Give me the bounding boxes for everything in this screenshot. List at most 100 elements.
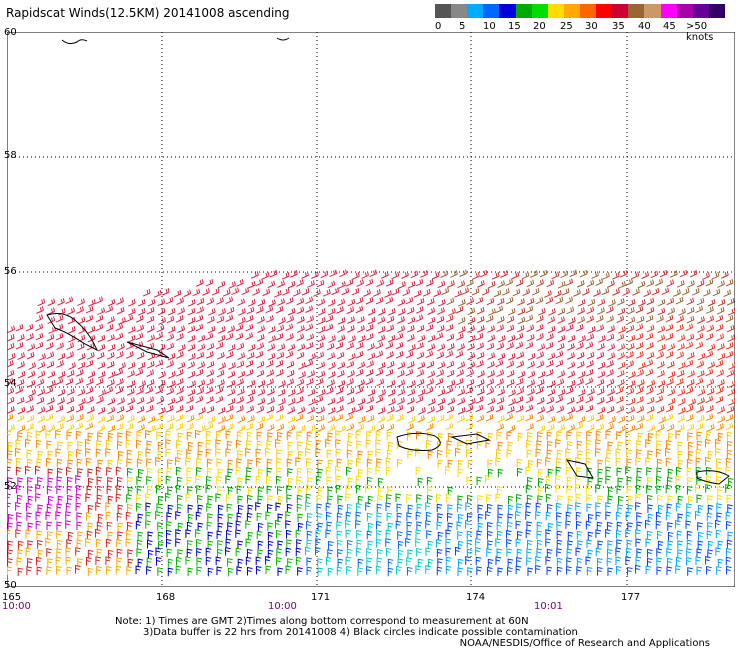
wind-barb <box>207 416 216 424</box>
wind-barb <box>286 529 292 539</box>
wind-barb <box>247 459 254 468</box>
wind-barb <box>625 278 633 286</box>
wind-barb <box>567 380 576 388</box>
wind-barb <box>35 493 41 502</box>
wind-barb <box>557 388 566 397</box>
wind-barb <box>77 298 85 306</box>
wind-barb <box>365 369 374 377</box>
wind-barb <box>347 432 354 442</box>
wind-barb <box>587 513 594 523</box>
wind-barb <box>427 316 436 325</box>
wind-barb <box>685 520 692 529</box>
wind-barb <box>256 306 264 314</box>
wind-barb <box>127 415 135 423</box>
wind-barb <box>177 549 183 558</box>
wind-barb <box>105 538 112 548</box>
wind-barb <box>315 377 324 386</box>
wind-barb <box>275 475 282 485</box>
wind-barb <box>36 566 43 576</box>
wind-barb <box>325 439 331 448</box>
wind-barb <box>575 422 584 431</box>
wind-barb <box>567 540 573 549</box>
wind-barb <box>207 513 213 522</box>
wind-barb <box>595 315 604 323</box>
wind-barb <box>27 370 36 379</box>
wind-barb <box>276 529 282 539</box>
wind-barb <box>472 272 480 280</box>
wind-barb <box>115 493 122 503</box>
wind-barb <box>297 486 304 496</box>
wind-barb <box>626 539 633 549</box>
wind-barb <box>495 359 504 368</box>
wind-barb <box>327 459 334 469</box>
wind-barb <box>706 315 715 324</box>
wind-barb <box>306 315 315 324</box>
wind-barb <box>537 486 544 496</box>
wind-barb <box>127 558 134 568</box>
wind-barb <box>617 415 626 424</box>
wind-barb <box>135 520 142 530</box>
wind-barb <box>156 324 165 333</box>
legend-swatch <box>660 4 677 18</box>
wind-barb <box>286 431 293 441</box>
wind-barb <box>168 371 176 379</box>
wind-barb <box>217 548 223 558</box>
wind-barb <box>77 468 83 477</box>
wind-barb <box>196 485 202 494</box>
wind-barb <box>577 540 583 549</box>
wind-barb <box>556 457 562 467</box>
wind-barb <box>107 477 113 486</box>
wind-barb <box>206 369 215 378</box>
wind-barb <box>676 378 684 386</box>
wind-barb <box>385 547 392 557</box>
wind-barb <box>385 368 394 377</box>
wind-barb <box>627 406 635 414</box>
wind-barb <box>117 440 123 450</box>
wind-barb <box>327 397 336 406</box>
wind-barb <box>75 493 82 503</box>
wind-barb <box>703 289 711 297</box>
wind-barb <box>35 465 41 475</box>
wind-barb <box>167 397 176 406</box>
wind-barb <box>635 538 642 547</box>
wind-barb <box>351 287 360 296</box>
wind-barb <box>505 413 514 421</box>
wind-barb <box>515 341 524 350</box>
wind-barb <box>376 279 385 288</box>
wind-barb <box>286 360 295 369</box>
wind-barb <box>327 432 334 441</box>
wind-barb <box>378 389 386 397</box>
wind-barb <box>717 379 725 387</box>
wind-barb <box>645 457 651 466</box>
wind-barb <box>268 335 276 343</box>
wind-barb <box>356 530 362 539</box>
wind-barb <box>582 288 590 296</box>
wind-barb <box>207 325 216 334</box>
wind-barb <box>457 531 463 540</box>
wind-barb <box>187 370 196 379</box>
legend-swatch <box>676 4 693 18</box>
wind-barb <box>355 511 362 521</box>
wind-barb <box>618 425 626 433</box>
wind-barb <box>145 405 154 413</box>
wind-barb <box>615 457 622 467</box>
wind-barb <box>227 486 234 496</box>
wind-barb <box>576 351 585 360</box>
wind-barb <box>546 396 555 405</box>
wind-barb <box>166 467 173 477</box>
wind-barb <box>16 334 25 342</box>
wind-barb <box>706 530 713 540</box>
wind-barb <box>617 495 624 505</box>
wind-barb <box>705 430 712 440</box>
wind-barb <box>305 296 314 305</box>
wind-barb <box>647 450 653 459</box>
wind-barb <box>433 289 442 298</box>
wind-barb <box>247 379 256 388</box>
wind-barb <box>646 324 655 333</box>
legend-swatch <box>579 4 597 18</box>
wind-barb <box>497 513 504 522</box>
wind-barb <box>297 450 304 460</box>
wind-barb <box>237 298 245 306</box>
wind-barb <box>316 351 325 360</box>
wind-barb <box>546 279 555 288</box>
